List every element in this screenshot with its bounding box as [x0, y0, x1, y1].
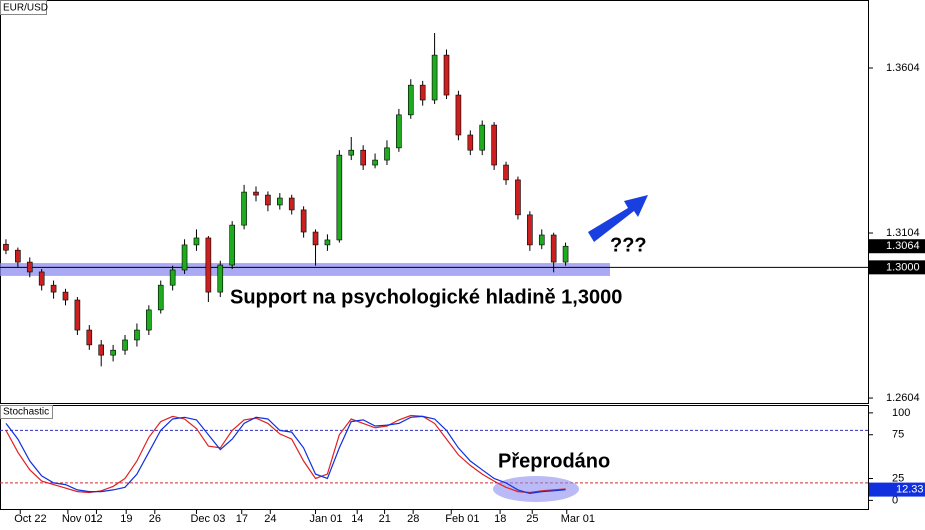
candle-body [277, 197, 283, 206]
candle-body [336, 154, 343, 241]
annotation: ??? [610, 234, 647, 256]
x-tick-label: 19 [120, 513, 132, 525]
oversold-highlight [493, 476, 579, 502]
candle-body [324, 239, 331, 246]
y-tick-label: 25 [892, 472, 904, 484]
candle-body [538, 234, 545, 246]
y-tick-label: 100 [892, 407, 910, 419]
candle-body [396, 114, 402, 149]
candle-body [348, 149, 355, 156]
last-price-label: 1.3064 [886, 240, 920, 252]
stoch-panel [0, 405, 869, 510]
annotation: Přeprodáno [498, 450, 610, 472]
candle-body [312, 231, 319, 246]
annotation: Support na psychologické hladině 1,3000 [230, 286, 622, 308]
candle-body [217, 264, 224, 293]
candle-body [15, 249, 21, 263]
candle-body [134, 329, 140, 341]
candle-body [384, 147, 390, 161]
candle-body [431, 54, 438, 101]
x-tick-label: Jan 01 [310, 513, 343, 525]
stoch-value-box [869, 482, 925, 497]
x-tick-label: 26 [149, 513, 161, 525]
x-tick-label: Dec 03 [190, 513, 225, 525]
support-box [869, 260, 925, 275]
y-tick-label: 75 [892, 429, 904, 441]
support-label: 1.3000 [886, 261, 920, 273]
candle-body [407, 84, 414, 116]
candle-body [26, 261, 33, 273]
candle-body [443, 54, 450, 96]
candle-body [491, 124, 497, 166]
candle-body [74, 299, 81, 331]
x-tick-label: 12 [90, 513, 102, 525]
x-tick-label: 28 [407, 513, 419, 525]
support-band [0, 263, 610, 276]
candle-body [300, 209, 307, 233]
candle-body [253, 191, 259, 196]
candle-body [562, 245, 569, 263]
y-tick-label: 0 [892, 494, 898, 506]
candle-body [467, 134, 474, 151]
candle-body [205, 237, 212, 293]
stoch-title-box [0, 405, 53, 419]
candle-body [288, 197, 295, 211]
last-price-box [869, 239, 925, 254]
x-tick-label: Oct 22 [14, 513, 46, 525]
candle-body [62, 291, 69, 301]
candle-body [479, 124, 486, 151]
candle-body [38, 271, 45, 286]
stoch-title: Stochastic [3, 407, 49, 418]
candle-body [3, 243, 9, 251]
title-box [0, 0, 47, 15]
y-tick-label: 1.2604 [886, 392, 920, 404]
x-tick-label: 17 [236, 513, 248, 525]
x-tick-label: 21 [379, 513, 391, 525]
x-tick-label: 14 [351, 513, 363, 525]
candle-body [110, 349, 116, 356]
x-tick-label: 24 [264, 513, 276, 525]
stoch-line [5, 415, 566, 495]
arrow [588, 195, 648, 242]
candle-body [550, 234, 557, 263]
x-tick-label: Feb 01 [445, 513, 479, 525]
candle-body [50, 284, 57, 293]
x-tick-label: Nov 01 [62, 513, 97, 525]
candle-body [503, 164, 509, 181]
x-tick-label: 18 [494, 513, 506, 525]
candle-body [527, 214, 533, 246]
candle-body [372, 159, 378, 166]
candle-body [455, 94, 462, 136]
x-tick-label: 25 [526, 513, 538, 525]
candle-body [515, 179, 521, 216]
candle-body [229, 224, 235, 266]
candle-body [98, 344, 105, 356]
stoch-value-label: 12.33 [896, 483, 924, 495]
candle-body [241, 191, 247, 226]
candle-body [360, 149, 366, 166]
candle-body [146, 309, 152, 331]
x-tick-label: Mar 01 [561, 513, 595, 525]
chart-title: EUR/USD [3, 3, 48, 14]
candle-body [86, 329, 93, 346]
candle-body [193, 237, 200, 246]
candle-body [122, 339, 128, 351]
y-tick-label: 1.3604 [886, 62, 920, 74]
y-tick-label: 1.3104 [886, 227, 920, 239]
candle-body [265, 194, 271, 206]
candle-body [169, 269, 176, 286]
candle-body [181, 244, 188, 271]
candle-body [157, 284, 164, 311]
candle-body [419, 84, 426, 101]
